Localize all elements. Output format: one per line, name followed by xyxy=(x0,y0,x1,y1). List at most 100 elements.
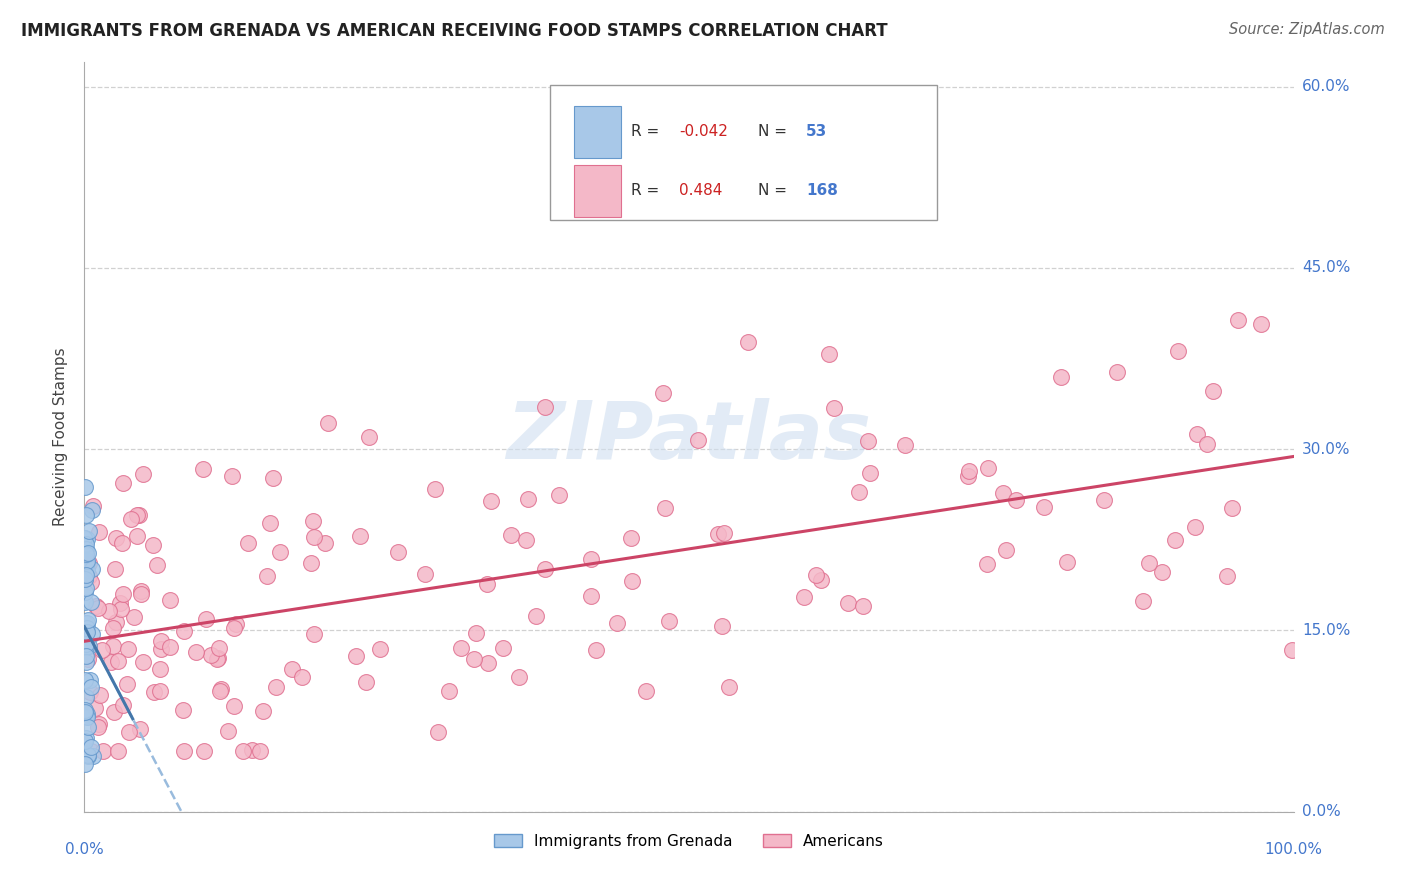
Point xyxy=(117,725,139,739)
Text: 53: 53 xyxy=(806,125,828,139)
Point xyxy=(108,596,131,610)
Point xyxy=(1184,520,1206,534)
Point xyxy=(80,740,103,755)
Point xyxy=(82,748,104,763)
Point xyxy=(149,642,172,657)
Point xyxy=(101,639,124,653)
Point xyxy=(149,662,172,676)
Point xyxy=(224,621,246,635)
Point xyxy=(193,744,215,758)
FancyBboxPatch shape xyxy=(574,165,621,217)
Point xyxy=(711,618,734,632)
Text: 100.0%: 100.0% xyxy=(1264,842,1323,857)
Point xyxy=(76,553,98,567)
Point xyxy=(84,701,107,715)
Text: 45.0%: 45.0% xyxy=(1302,260,1350,276)
Point xyxy=(208,684,231,698)
Point xyxy=(173,744,195,758)
Point xyxy=(1033,500,1056,515)
Point xyxy=(1215,568,1237,582)
Point xyxy=(606,615,628,630)
Point xyxy=(991,486,1014,500)
Point xyxy=(84,599,107,613)
Point xyxy=(302,530,325,544)
Point xyxy=(1092,493,1115,508)
Point xyxy=(426,725,449,739)
Point xyxy=(105,531,128,545)
Point xyxy=(810,573,832,587)
Point xyxy=(349,529,371,543)
Point xyxy=(859,466,882,480)
Point xyxy=(301,556,323,570)
Point xyxy=(387,545,409,559)
Point xyxy=(173,624,195,639)
Point xyxy=(977,461,1000,475)
Point xyxy=(240,742,263,756)
Point xyxy=(304,627,326,641)
Point xyxy=(76,624,98,639)
Point xyxy=(818,346,841,360)
Point xyxy=(87,600,110,615)
Point xyxy=(149,634,172,648)
Text: 168: 168 xyxy=(806,183,838,198)
Point xyxy=(1132,594,1154,608)
Point xyxy=(76,532,98,546)
Point xyxy=(837,596,859,610)
Point xyxy=(356,675,378,690)
Point xyxy=(111,476,134,491)
Text: 0.484: 0.484 xyxy=(679,183,723,198)
Point xyxy=(172,703,194,717)
Point xyxy=(110,602,132,616)
Point xyxy=(73,709,96,723)
Point xyxy=(97,604,120,618)
Point xyxy=(91,744,114,758)
Point xyxy=(75,734,97,748)
Point xyxy=(207,651,229,665)
Point xyxy=(281,662,304,676)
Point xyxy=(131,655,153,669)
Point xyxy=(87,720,110,734)
Legend: Immigrants from Grenada, Americans: Immigrants from Grenada, Americans xyxy=(486,826,891,856)
Point xyxy=(651,385,673,400)
Point xyxy=(856,434,879,448)
Point xyxy=(89,689,111,703)
Point xyxy=(1250,317,1272,331)
Point xyxy=(79,685,101,699)
Point xyxy=(207,651,229,665)
Y-axis label: Receiving Food Stamps: Receiving Food Stamps xyxy=(53,348,69,526)
Point xyxy=(103,705,125,719)
Point xyxy=(291,670,314,684)
Point xyxy=(184,644,207,658)
Point xyxy=(77,720,100,734)
Point xyxy=(1220,500,1243,515)
Point xyxy=(73,624,96,639)
Point xyxy=(477,577,499,591)
Point xyxy=(450,640,472,655)
Point xyxy=(976,557,998,571)
Point xyxy=(75,548,97,562)
Point xyxy=(547,488,569,502)
FancyBboxPatch shape xyxy=(550,85,936,219)
Point xyxy=(79,556,101,570)
Point xyxy=(515,533,537,547)
Text: 15.0%: 15.0% xyxy=(1302,623,1350,638)
Point xyxy=(957,464,980,478)
Point xyxy=(1137,556,1160,570)
Point xyxy=(224,699,246,714)
Point xyxy=(191,462,214,476)
Point xyxy=(100,655,122,669)
Point xyxy=(620,574,643,589)
Point xyxy=(217,724,239,739)
Text: N =: N = xyxy=(758,183,792,198)
Point xyxy=(209,682,232,697)
Point xyxy=(82,500,104,514)
Point xyxy=(75,757,97,772)
Point xyxy=(200,648,222,662)
Point xyxy=(82,627,104,641)
Text: 30.0%: 30.0% xyxy=(1302,442,1350,457)
Point xyxy=(76,710,98,724)
Point xyxy=(524,609,547,624)
Point xyxy=(73,703,96,717)
Point xyxy=(79,681,101,695)
Text: R =: R = xyxy=(631,125,664,139)
